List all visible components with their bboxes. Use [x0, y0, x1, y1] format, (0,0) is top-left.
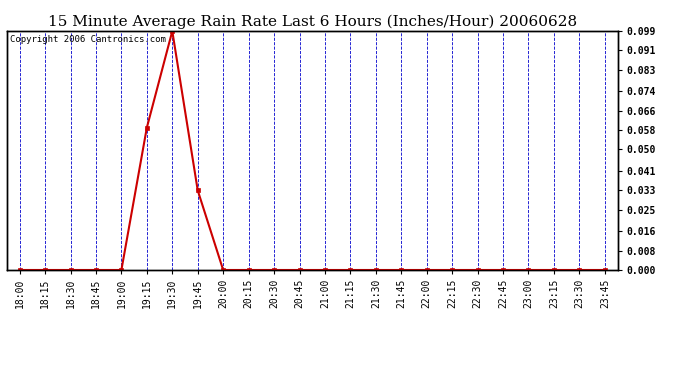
- Title: 15 Minute Average Rain Rate Last 6 Hours (Inches/Hour) 20060628: 15 Minute Average Rain Rate Last 6 Hours…: [48, 14, 577, 28]
- Text: Copyright 2006 Cantronics.com: Copyright 2006 Cantronics.com: [10, 35, 166, 44]
